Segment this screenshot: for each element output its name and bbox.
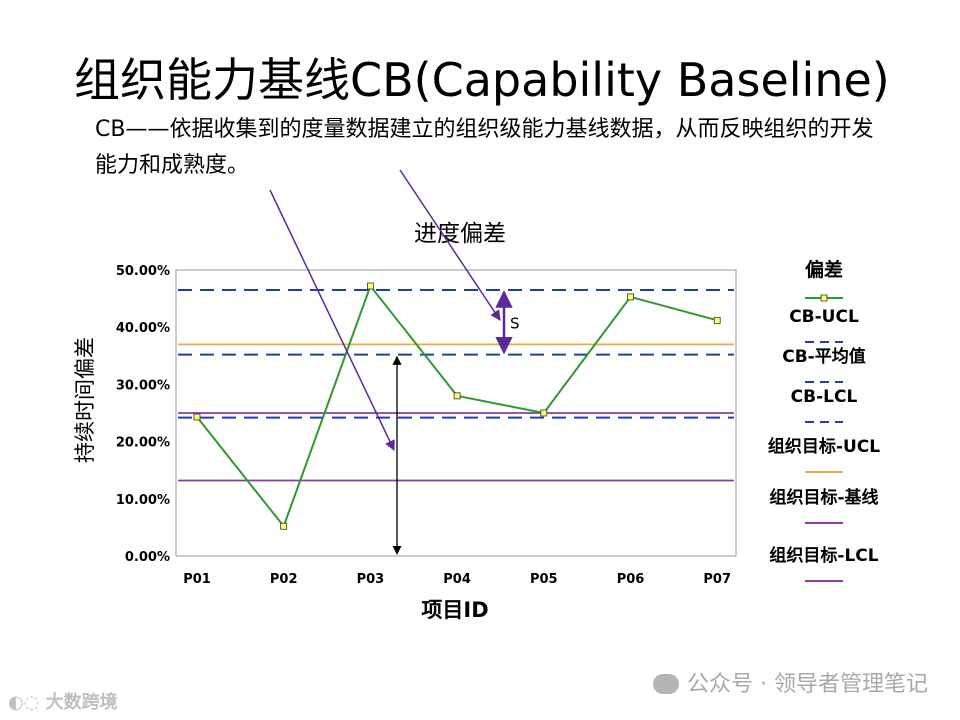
legend-label: CB-UCL [789, 307, 859, 327]
legend: 偏差 CB-UCL CB-平均值 CB-LCL 组织目标-UCL 组织目标-基线组织目标-… [768, 258, 880, 582]
legend-marker [820, 294, 828, 302]
x-tick-label: P05 [530, 572, 558, 587]
corner-logo: ◐◌ 大数跨境 [8, 688, 118, 714]
legend-label: CB-LCL [791, 387, 858, 407]
data-point-P02 [280, 522, 288, 530]
corner-logo-icon: ◐◌ [8, 692, 46, 713]
legend-label: CB-平均值 [782, 346, 866, 367]
legend-label: 组织目标-UCL [768, 436, 880, 457]
page-description: CB——依据收集到的度量数据建立的组织级能力基线数据，从而反映组织的开发能力和成… [95, 117, 874, 178]
y-tick-label: 20.00% [116, 436, 170, 451]
watermark-text: 公众号 · 领导者管理笔记 [687, 672, 928, 697]
s-label: S [510, 314, 520, 332]
watermark: 公众号 · 领导者管理笔记 [653, 666, 928, 698]
pointer-arrow-2 [399, 169, 501, 321]
data-point-P01 [193, 413, 201, 421]
page-title: 组织能力基线CB(Capability Baseline) [74, 53, 890, 107]
y-tick-label: 30.00% [116, 378, 170, 393]
legend-label: 组织目标-LCL [769, 545, 878, 566]
y-tick-label: 10.00% [116, 493, 170, 508]
x-tick-label: P06 [617, 572, 645, 587]
x-tick-label: P04 [443, 572, 471, 587]
y-axis-ticks: 0.00% 10.00% 20.00% 30.00% 40.00% 50.00% [116, 264, 170, 565]
data-point-P03 [366, 282, 374, 290]
reference-lines [178, 289, 734, 482]
x-tick-label: P01 [183, 572, 211, 587]
data-point-P04 [453, 392, 461, 400]
x-tick-label: P07 [703, 572, 731, 587]
legend-label: 偏差 [805, 258, 843, 281]
corner-logo-text: 大数跨境 [45, 692, 118, 713]
x-tick-label: P02 [270, 572, 298, 587]
annotations: S [392, 290, 520, 555]
legend-label: 组织目标-基线 [769, 487, 878, 508]
y-tick-label: 40.00% [116, 321, 170, 336]
x-axis-ticks: P01 P02 P03 P04 P05 P06 P07 [183, 572, 731, 587]
wechat-icon [653, 674, 680, 694]
y-tick-label: 0.00% [125, 550, 170, 565]
data-point-P05 [540, 409, 548, 417]
y-tick-label: 50.00% [116, 264, 170, 279]
data-point-P07 [713, 316, 721, 324]
chart-title: 进度偏差 [414, 221, 506, 247]
x-axis-label: 项目ID [421, 598, 488, 622]
data-point-P06 [627, 293, 634, 301]
x-tick-label: P03 [357, 572, 385, 587]
series-group [193, 282, 721, 530]
pointer-arrow-1 [269, 189, 395, 451]
y-axis-label: 持续时间偏差 [73, 337, 97, 463]
